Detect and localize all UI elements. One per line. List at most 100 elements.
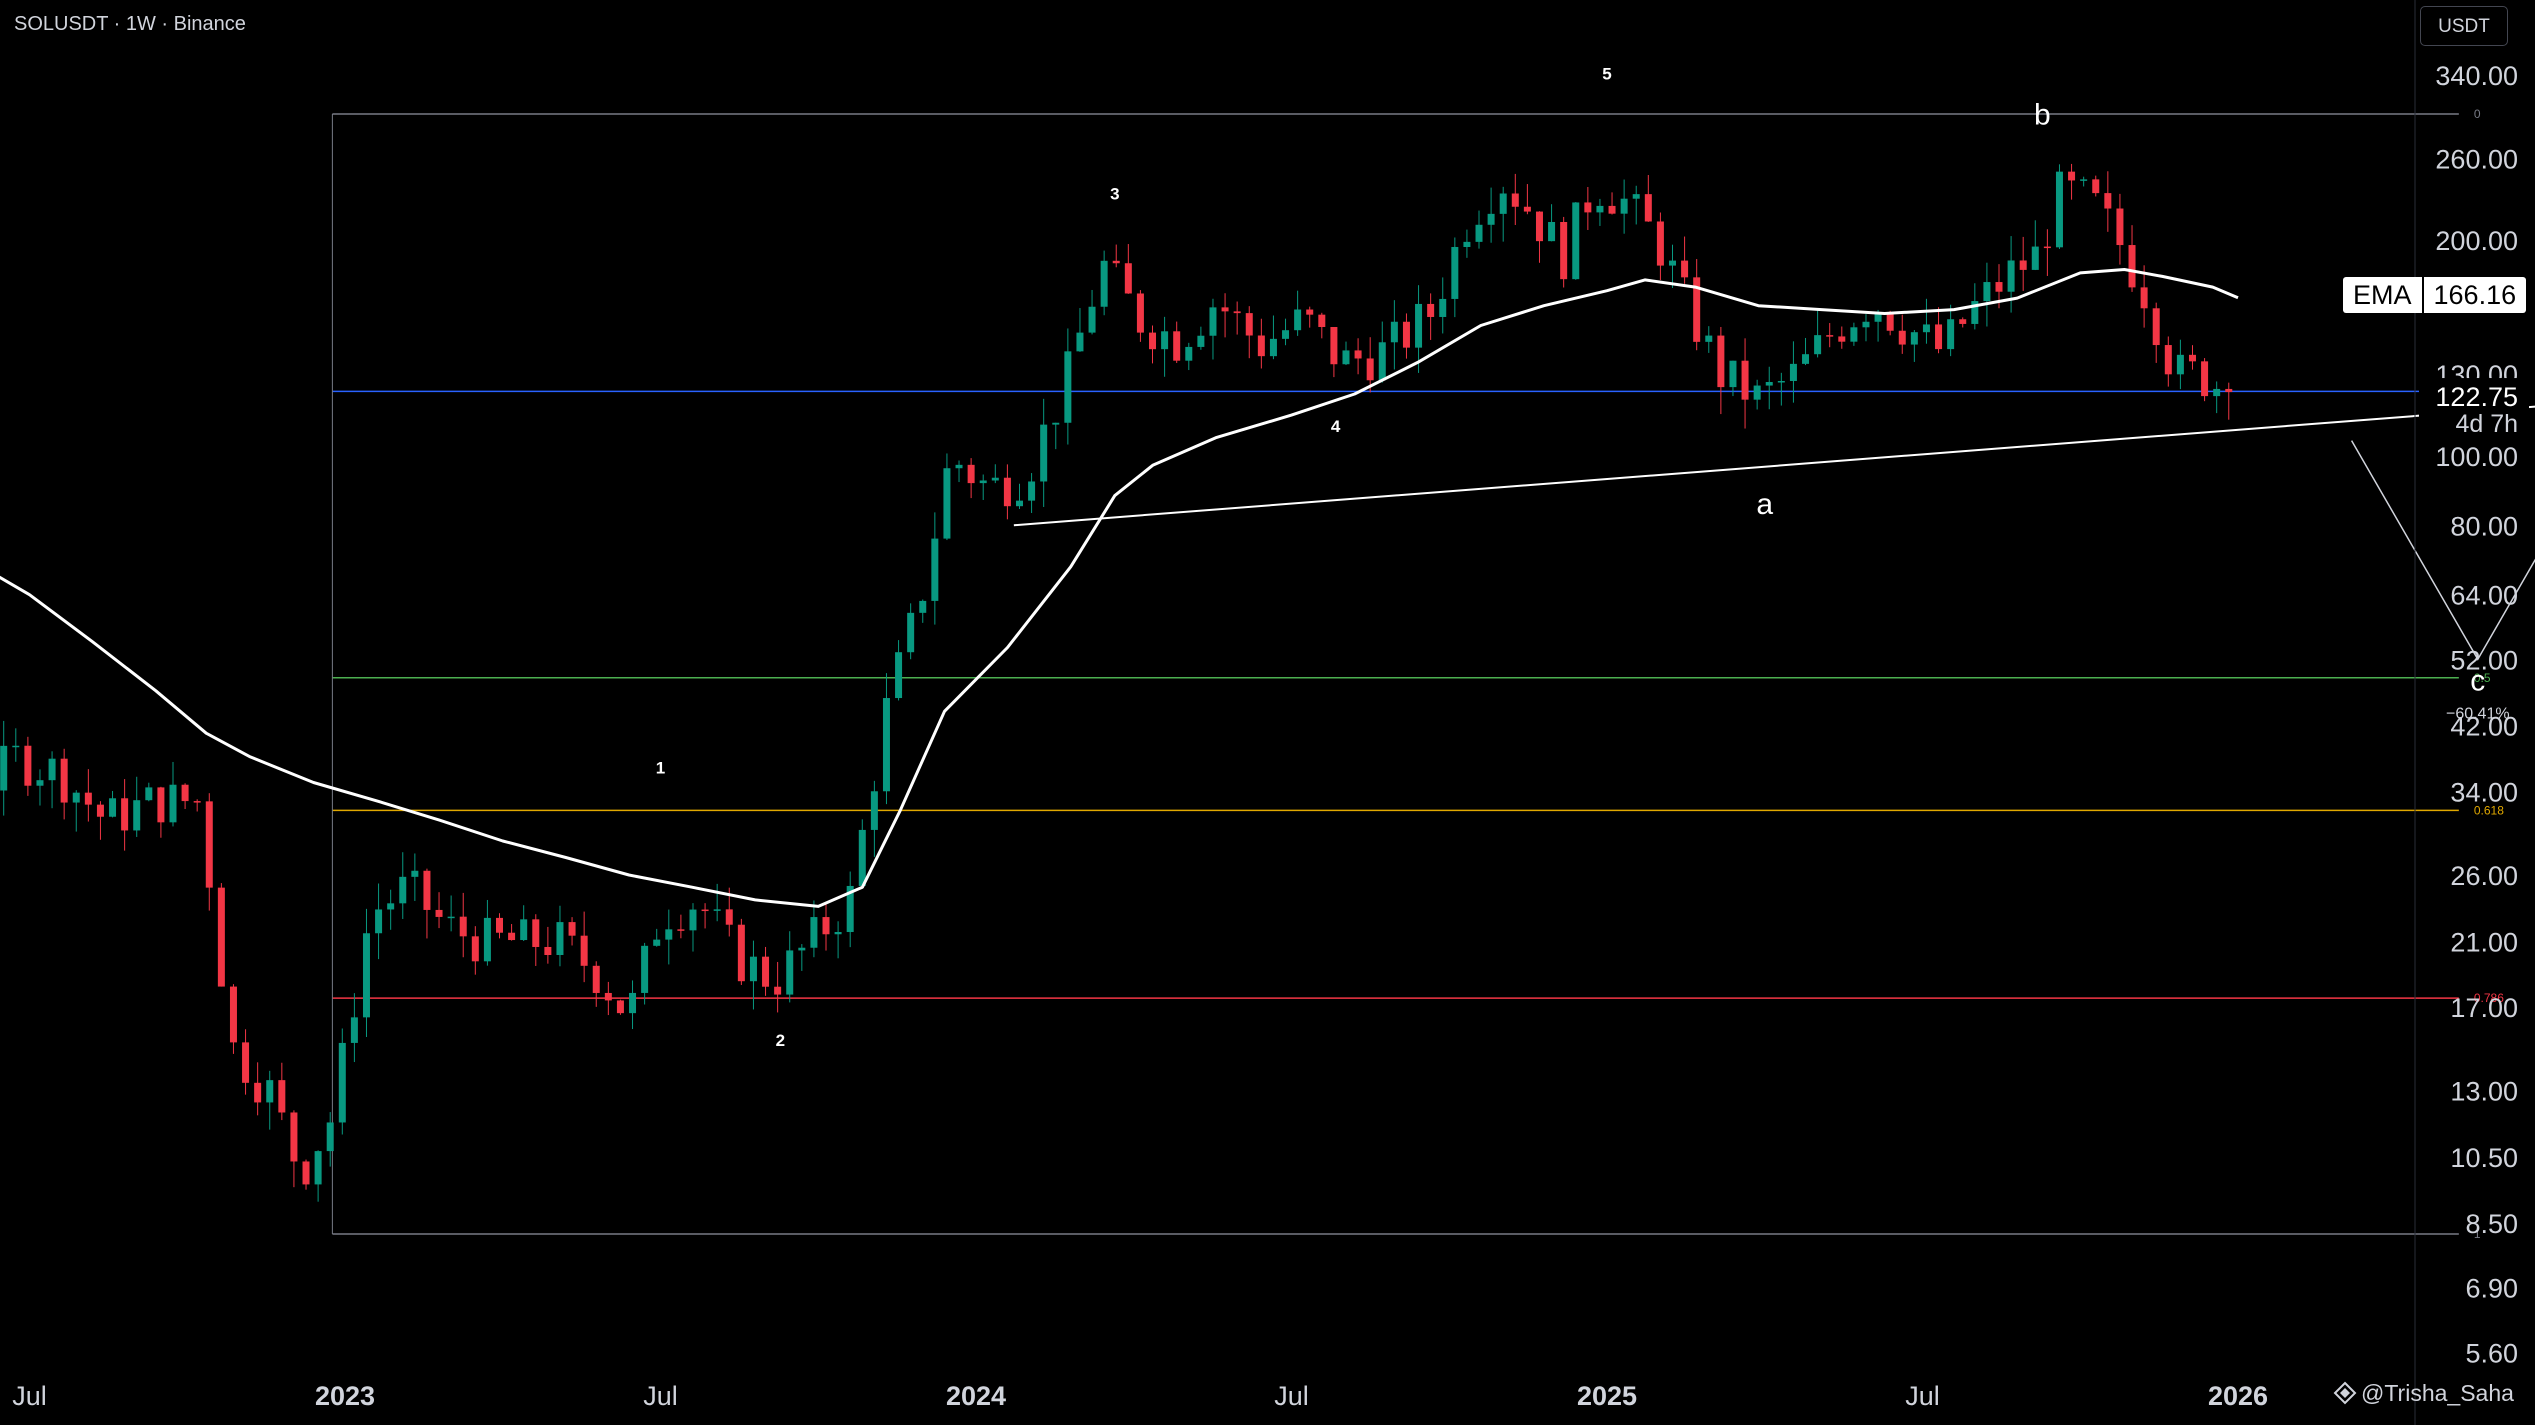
ema-label: EMA: [2343, 277, 2422, 313]
candle-body: [1161, 331, 1169, 350]
wave-labels: 1 2 3 4 5 a b c −60.41%: [656, 65, 2510, 1050]
wave-label-5: 5: [1602, 65, 1611, 84]
price-axis-tick: 42.00: [2450, 712, 2518, 742]
candle-body: [2055, 171, 2063, 248]
candle-body: [1124, 263, 1132, 294]
candle-body: [1294, 309, 1302, 331]
candle-body: [713, 909, 721, 911]
candle-body: [217, 887, 225, 987]
drawings[interactable]: 48.87: [1013, 391, 2535, 681]
candle-body: [616, 1000, 624, 1014]
candle-body: [2043, 246, 2051, 249]
candle-body: [1898, 330, 1906, 345]
time-axis-tick: Jul: [643, 1381, 678, 1411]
candle-body: [1511, 193, 1519, 207]
candle-body: [1959, 319, 1967, 324]
candle-body: [12, 745, 20, 748]
candle-body: [1463, 241, 1471, 247]
candle-body: [1523, 206, 1531, 212]
price-axis-tick: 8.50: [2465, 1209, 2518, 1239]
price-axis-tick: 80.00: [2450, 511, 2518, 541]
candle-body: [991, 477, 999, 481]
candle-body: [1342, 350, 1350, 365]
candle-body: [931, 538, 939, 601]
candle-body: [604, 992, 612, 1001]
candle-body: [338, 1042, 346, 1123]
candle-body: [1886, 312, 1894, 331]
candle-body: [544, 946, 552, 955]
price-axis-tick: 340.00: [2435, 61, 2518, 91]
candle-body: [2128, 245, 2136, 288]
price-axis-tick: 52.00: [2450, 645, 2518, 675]
candle-body: [350, 1017, 358, 1043]
candle-body: [774, 986, 782, 995]
candle-body: [254, 1082, 262, 1103]
candle-body: [1015, 500, 1023, 507]
candle-body: [1052, 422, 1060, 425]
candle-body: [109, 798, 117, 817]
candle-body: [1040, 424, 1048, 482]
candle-body: [447, 916, 455, 919]
candle-body: [1427, 303, 1435, 317]
candle-body: [1535, 211, 1543, 242]
candle-body: [1475, 224, 1483, 242]
time-axis-tick: Jul: [1905, 1381, 1940, 1411]
candle-body: [1826, 335, 1834, 337]
candle-body: [1378, 342, 1386, 381]
candle-body: [532, 919, 540, 947]
candle-body: [919, 600, 927, 613]
candle-body: [435, 909, 443, 917]
candle-body: [508, 932, 516, 941]
candle-body: [810, 917, 818, 948]
candle-body: [1330, 327, 1338, 365]
time-axis-tick: 2026: [2208, 1381, 2268, 1411]
symbol-title: SOLUSDT · 1W · Binance: [14, 13, 246, 35]
author-name: @Trisha_Saha: [2361, 1380, 2514, 1406]
candle-body: [1608, 205, 1616, 214]
candle-body: [1656, 221, 1664, 266]
candle-body: [1632, 194, 1640, 199]
projection-path[interactable]: [2350, 440, 2535, 661]
price-axis-tick: 21.00: [2450, 927, 2518, 957]
time-axis-tick: 2023: [315, 1381, 375, 1411]
candle-body: [1947, 319, 1955, 350]
candle-body: [1753, 385, 1761, 400]
candle-body: [242, 1042, 250, 1083]
candle-body: [1838, 336, 1846, 342]
candle-body: [689, 909, 697, 931]
candle-body: [1076, 332, 1084, 352]
candle-body: [0, 745, 8, 791]
candle-body: [84, 792, 92, 805]
fib-level-label: 1: [2474, 1227, 2481, 1241]
fib-level-label: 0.618: [2474, 803, 2504, 817]
candle-body: [1451, 246, 1459, 299]
candle-body: [411, 870, 419, 877]
candle-body: [193, 801, 201, 803]
candle-body: [2225, 388, 2233, 393]
candle-body: [266, 1080, 274, 1103]
candle-body: [1221, 307, 1229, 312]
candle-body: [1560, 222, 1568, 280]
axes[interactable]: 340.00260.00200.00130.00100.0080.0064.00…: [12, 0, 2535, 1425]
currency-button[interactable]: USDT: [2420, 6, 2508, 46]
candle-body: [2213, 388, 2221, 397]
support-trendline[interactable]: [1013, 391, 2535, 527]
candle-body: [205, 801, 213, 888]
candle-body: [1874, 312, 1882, 322]
candle-body: [496, 917, 504, 933]
candle-body: [1596, 205, 1604, 213]
current-price-value: 122.75: [2435, 382, 2518, 412]
price-axis-tick: 10.50: [2450, 1143, 2518, 1173]
time-axis-tick: Jul: [1274, 1381, 1309, 1411]
candle-body: [1644, 194, 1652, 222]
candle-body: [641, 945, 649, 993]
candle-body: [2031, 246, 2039, 270]
candle-body: [665, 929, 673, 940]
candle-body: [1257, 335, 1265, 357]
fib-level-label: 0.5: [2474, 671, 2491, 685]
candle-body: [1088, 306, 1096, 333]
candle-body: [96, 804, 104, 817]
candle-body: [399, 876, 407, 904]
